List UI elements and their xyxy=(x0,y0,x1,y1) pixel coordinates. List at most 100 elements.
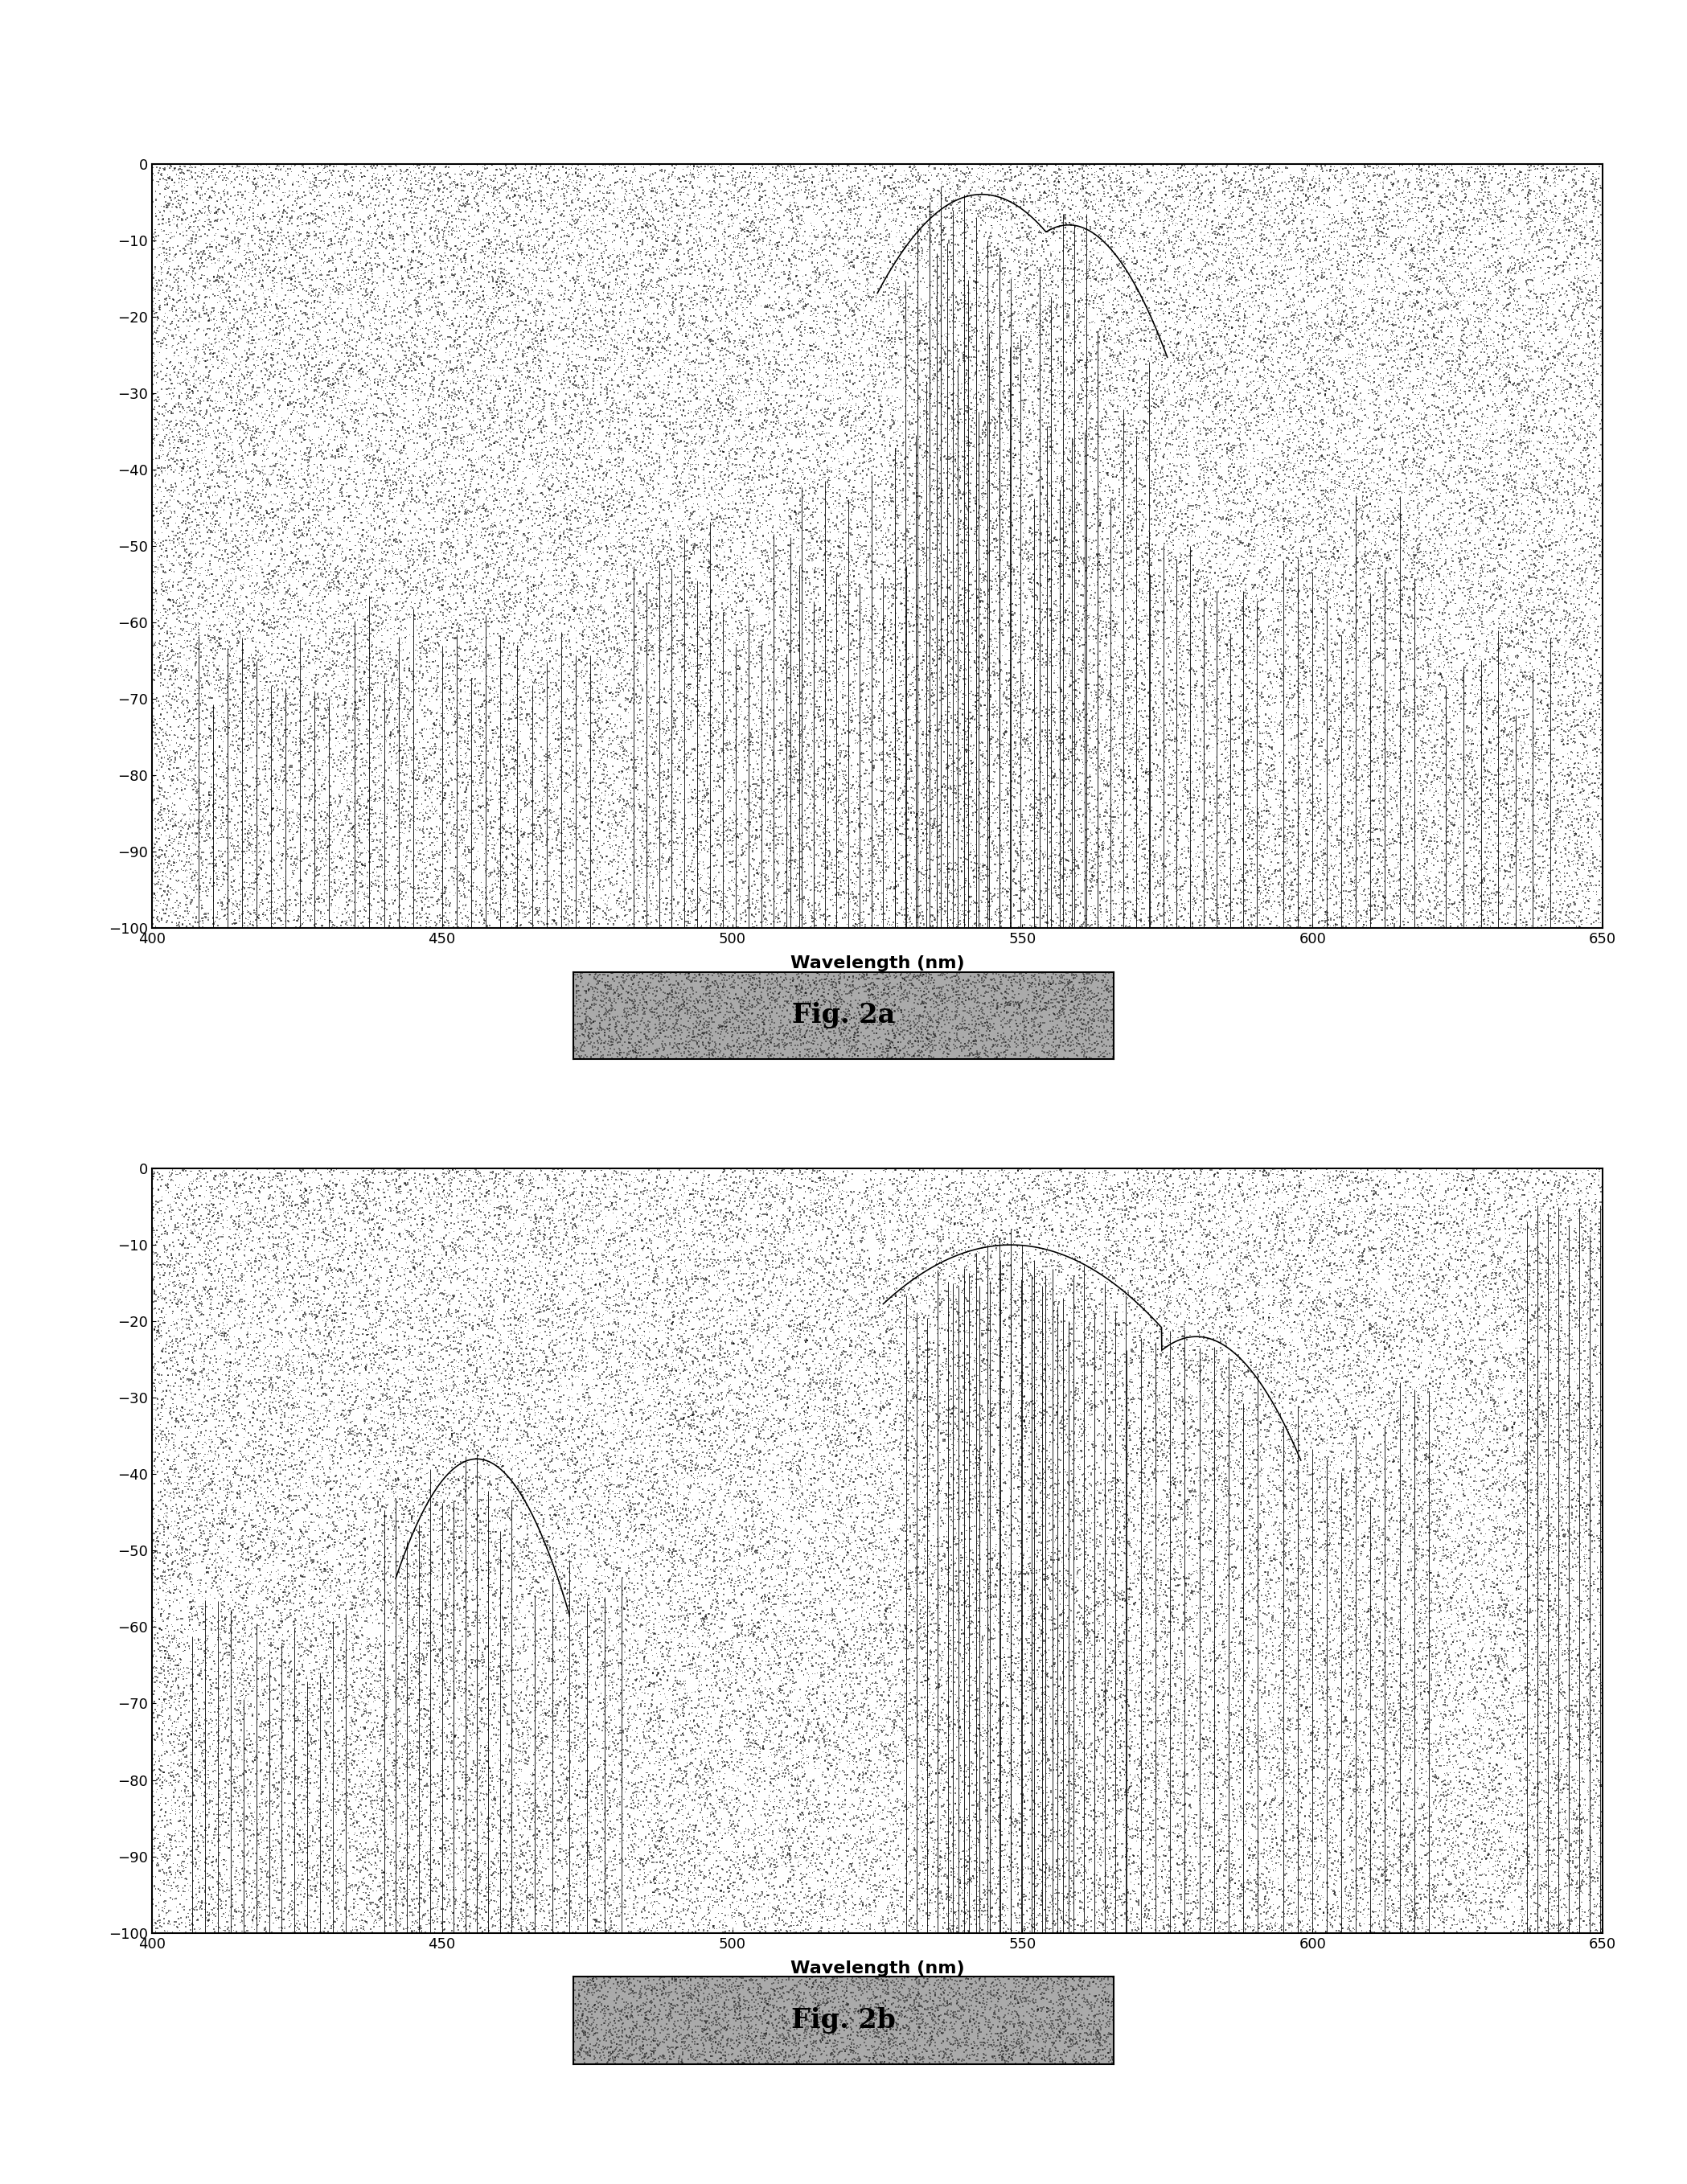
Point xyxy=(732,806,759,841)
Point xyxy=(953,810,980,845)
Point xyxy=(197,1682,224,1717)
Point xyxy=(300,681,327,716)
Point xyxy=(1356,802,1383,836)
Point xyxy=(368,1393,395,1428)
Point xyxy=(1343,570,1370,605)
Point xyxy=(995,1160,1022,1195)
Point xyxy=(1518,1880,1545,1915)
Point xyxy=(413,439,440,474)
Point xyxy=(783,577,810,612)
Point xyxy=(1434,1808,1461,1843)
Point xyxy=(391,358,418,393)
Point xyxy=(678,1745,705,1780)
Point xyxy=(1473,454,1500,489)
Point xyxy=(1501,1651,1528,1686)
Point xyxy=(1235,529,1262,563)
Point xyxy=(978,710,1005,745)
Point xyxy=(855,2009,882,2044)
Point xyxy=(261,400,288,435)
Point xyxy=(820,1697,847,1732)
Point xyxy=(1026,802,1053,836)
Point xyxy=(1576,1542,1603,1577)
Point xyxy=(801,1586,828,1621)
Point xyxy=(977,1479,1004,1514)
Point xyxy=(1157,406,1184,441)
Point xyxy=(1415,149,1442,183)
Point xyxy=(717,522,744,557)
Point xyxy=(665,1441,692,1476)
Point xyxy=(1218,238,1245,273)
Point xyxy=(913,489,940,524)
Point xyxy=(1233,738,1260,773)
Point xyxy=(533,264,560,299)
Point xyxy=(877,651,904,686)
Point xyxy=(1088,590,1115,625)
Point xyxy=(670,679,697,714)
Point xyxy=(494,245,521,280)
Point xyxy=(1468,181,1495,216)
Point xyxy=(1243,330,1270,365)
Point xyxy=(842,885,869,919)
Point xyxy=(683,2033,710,2068)
Point xyxy=(582,520,609,555)
Point xyxy=(830,1625,857,1660)
Point xyxy=(459,1693,486,1728)
Point xyxy=(1453,223,1479,258)
Point xyxy=(1307,729,1334,764)
Point xyxy=(208,1182,234,1216)
Point xyxy=(811,1684,838,1719)
Point xyxy=(1410,1321,1437,1356)
Point xyxy=(670,1666,697,1701)
Point xyxy=(692,1365,719,1400)
Point xyxy=(386,1216,413,1251)
Point xyxy=(658,1974,685,2009)
Point xyxy=(702,998,729,1033)
Point xyxy=(413,644,440,679)
Point xyxy=(299,832,326,867)
Point xyxy=(1555,476,1582,511)
Point xyxy=(565,437,592,472)
Point xyxy=(273,834,300,869)
Point xyxy=(1318,295,1345,330)
Point xyxy=(1107,1867,1134,1902)
Point xyxy=(1247,304,1274,339)
Point xyxy=(1338,1208,1365,1243)
Point xyxy=(611,1406,638,1441)
Point xyxy=(1022,1315,1049,1350)
Point xyxy=(250,472,277,507)
Point xyxy=(995,871,1022,906)
Point xyxy=(1208,1278,1235,1313)
Point xyxy=(251,762,278,797)
Point xyxy=(897,1363,924,1398)
Point xyxy=(1000,1374,1027,1409)
Point xyxy=(1164,1845,1191,1880)
Point xyxy=(1523,1406,1550,1441)
Point xyxy=(1291,572,1318,607)
Point xyxy=(626,330,653,365)
Point xyxy=(727,1738,754,1773)
Point xyxy=(1431,891,1458,926)
Point xyxy=(1137,1754,1164,1789)
Point xyxy=(970,1332,997,1367)
Point xyxy=(1532,1448,1559,1483)
Point xyxy=(1039,524,1066,559)
Point xyxy=(1264,301,1291,336)
Point xyxy=(1102,1225,1129,1260)
Point xyxy=(1127,1762,1154,1797)
Point xyxy=(584,1708,611,1743)
Point xyxy=(1093,535,1120,570)
Point xyxy=(1113,808,1140,843)
Point xyxy=(1038,432,1064,467)
Point xyxy=(958,1315,985,1350)
Point xyxy=(1265,1714,1292,1749)
Point xyxy=(673,212,700,247)
Point xyxy=(1424,321,1451,356)
Point xyxy=(1343,349,1370,384)
Point xyxy=(676,668,703,703)
Point xyxy=(869,1607,896,1642)
Point xyxy=(393,1684,420,1719)
Point xyxy=(655,976,682,1011)
Point xyxy=(327,159,354,194)
Point xyxy=(1198,1361,1225,1396)
Point xyxy=(506,1859,533,1894)
